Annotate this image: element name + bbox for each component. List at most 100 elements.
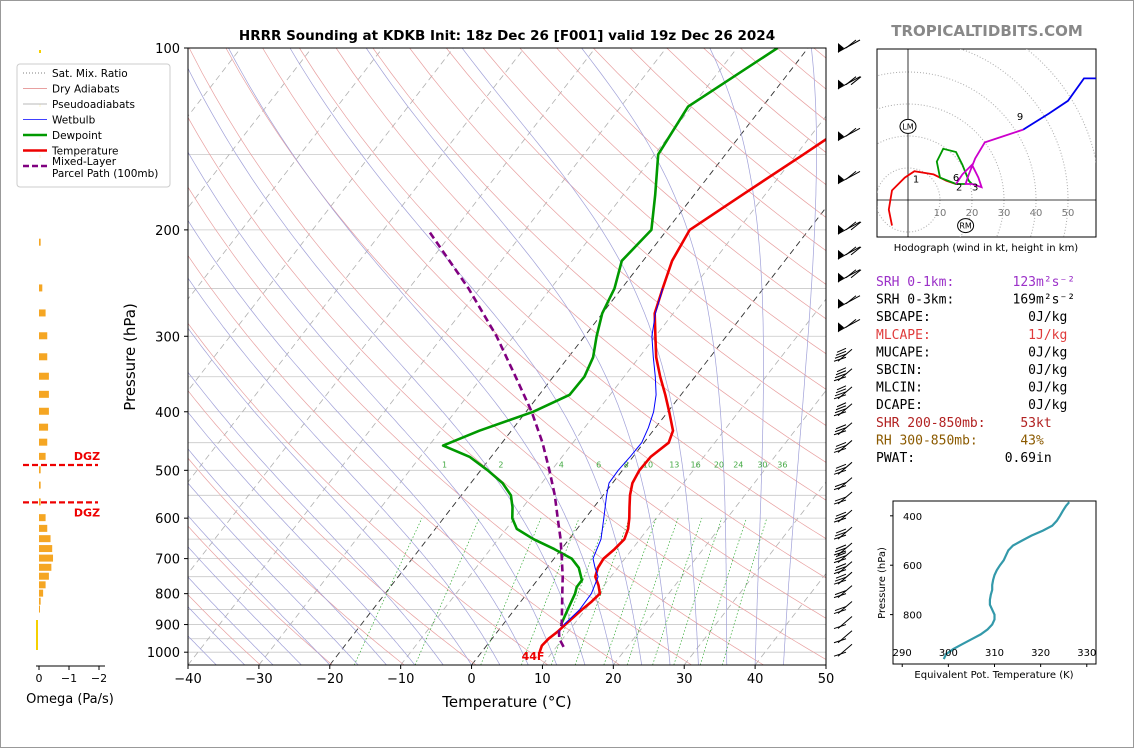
x-tick-label: −40 [174,672,201,687]
mixing-ratio-label: 13 [669,460,679,469]
hodograph-height-label: 9 [1017,112,1023,123]
pseudoadiabat-line [188,411,416,665]
theta-e-line [942,501,1071,660]
hodograph-ring-label: 40 [1030,208,1043,219]
mixing-ratio-line [699,518,747,665]
index-unit: m²s⁻² [1036,275,1075,290]
pseudoadiabat-line [228,48,614,665]
theta-e-frame [892,500,1097,665]
wind-barb [833,367,853,382]
index-value: 0.69 [1005,451,1036,466]
index-value: 43 [1020,433,1036,448]
theta-e-x-tick-label: 300 [939,648,958,659]
wind-barb-feather [845,269,857,279]
wind-barb-feather [834,606,847,612]
wind-barb-feather [850,269,862,279]
wind-barb-feather [833,550,847,556]
wind-barb [833,422,853,436]
omega-bar [39,554,54,562]
wind-barb-feather [845,221,857,231]
wind-barb-feather [836,367,847,373]
mixing-ratio-line [603,518,657,665]
surface-temperature-label: 44F [522,650,545,663]
wind-barb-feather [833,394,847,400]
mixing-ratio-line [626,518,679,665]
isotherm-line [188,48,596,575]
x-tick-label: 10 [534,672,551,687]
index-value: 1 [1028,328,1036,343]
chart-title: HRRR Sounding at KDKB Init: 18z Dec 26 [… [239,28,775,44]
index-value: 0 [1028,345,1036,360]
dry-adiabat-line [262,48,826,579]
theta-e-x-tick-label: 310 [985,648,1004,659]
wind-barb-feather [835,441,847,447]
dry-adiabat-line [299,48,826,540]
dry-adiabat-line [188,255,620,665]
dgz-label: DGZ [74,506,100,519]
wind-barb [837,39,861,53]
wind-barb-feather [833,558,847,564]
legend-label-line: Parcel Path (100mb) [52,168,158,180]
pseudoadiabat-line [461,48,699,665]
x-tick-label: −30 [245,672,272,687]
mixing-ratio-label: 2 [498,460,503,469]
x-tick-label: −10 [387,672,414,687]
index-value: 0 [1028,381,1036,396]
index-label: SBCIN: [876,363,923,378]
wind-barbs-column [833,39,862,657]
wind-barb-feather [833,609,847,615]
wind-barb-feather [845,76,857,86]
wind-barb-feather [834,353,847,359]
y-tick-label: 700 [155,553,180,568]
mixing-ratio-label: 6 [596,460,601,469]
omega-bar [39,423,49,431]
x-tick-label: 20 [605,672,622,687]
omega-bar [39,481,41,489]
pseudoadiabat-line [783,48,817,665]
wind-barb-flag [838,298,844,309]
skewt-background-lines [188,48,826,665]
wind-barb-feather [833,485,847,491]
legend-label: Dry Adiabats [52,84,120,96]
isotherm-line [258,48,738,665]
wind-barb-feather [845,318,857,328]
omega-bar [39,309,46,317]
theta-e-y-tick-label: 400 [903,512,922,523]
storm-motion-label: LM [902,122,913,131]
isotherm-line [188,48,667,665]
y-tick-label: 400 [155,406,180,421]
hodograph-ring-label: 50 [1062,208,1075,219]
wind-barb-feather [835,511,847,517]
index-value: 169 [1013,293,1036,308]
y-tick-label: 500 [155,464,180,479]
hodograph-trace [955,128,1024,189]
y-tick-label: 300 [155,330,180,345]
omega-panel: 0 −1 −2 DGZ DGZ [23,50,107,685]
omega-bar [39,514,46,522]
index-label: SBCAPE: [876,310,931,325]
watermark: TROPICALTIDBITS.COM [891,22,1083,40]
pseudoadiabat-line [188,448,387,665]
wind-barb-feather [834,408,847,414]
theta-e-x-tick-label: 330 [1077,648,1096,659]
wind-barb-feather [835,563,847,569]
pseudoadiabat-line [188,277,501,665]
omega-tick-label: −1 [61,672,77,685]
mixing-ratio-line [353,518,423,665]
wind-barb [833,477,853,491]
y-tick-label: 100 [155,42,180,57]
omega-bar [39,50,41,53]
isotherm-line [542,298,826,665]
theta-e-panel: 290 300 310 320 330 400 600 800 Equivalent Pot.… [877,500,1097,681]
pseudoadiabat-line [188,546,302,665]
omega-bar [39,332,48,340]
y-tick-label: 900 [155,619,180,634]
index-label: RH 300-850mb: [876,433,978,448]
wind-barb-feather [833,534,847,540]
wind-barb-feather [836,402,847,408]
hodograph-ring-label: 20 [966,208,979,219]
isotherm-line [188,48,383,300]
wind-barb-flag [838,79,844,90]
omega-bar [39,563,52,571]
skewt-profiles [427,48,826,653]
